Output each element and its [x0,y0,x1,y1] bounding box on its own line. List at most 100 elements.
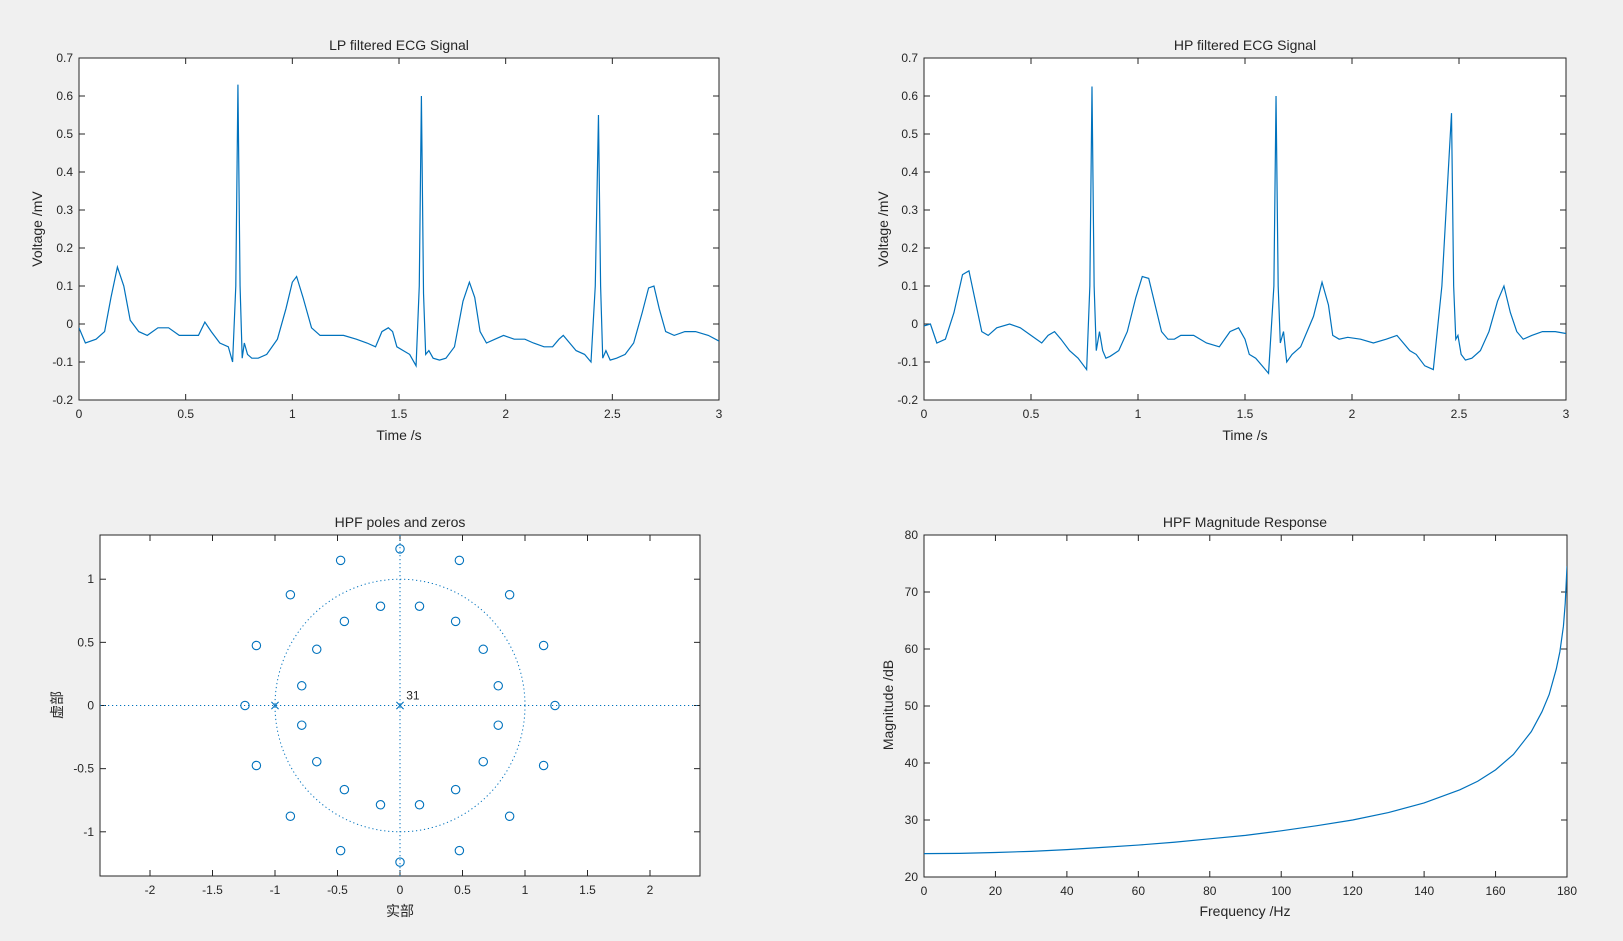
chart-title: HPF Magnitude Response [1163,514,1327,530]
chart-title: LP filtered ECG Signal [329,37,469,53]
y-tick-label: 0.5 [77,635,94,649]
zero-marker [251,760,262,771]
y-axis-label: Magnitude /dB [880,660,896,750]
y-tick-label: 0.5 [901,127,918,141]
zero-marker [538,640,549,651]
unit-circle [274,578,526,833]
x-tick-label: 80 [1203,884,1217,898]
y-tick-label: 80 [905,528,919,542]
y-tick-label: 0 [87,699,94,713]
y-tick-label: 0.4 [56,165,73,179]
y-axis-label: Voltage /mV [29,191,45,267]
plot-area: 31 [100,535,700,876]
x-tick-label: 0.5 [454,883,471,897]
zero-marker [414,800,425,810]
zero-marker [395,544,405,554]
x-tick-label: -1.5 [202,883,223,897]
zero-marker [550,700,560,711]
series-line [79,84,719,368]
axes-magnitude-response: HPF Magnitude Response Frequency /Hz Mag… [880,514,1577,919]
x-tick-label: 1 [289,407,296,421]
x-tick-label: 0.5 [1023,407,1040,421]
pole-stroke [396,701,404,710]
x-tick-label: -2 [145,883,156,897]
x-tick-label: 0 [921,407,928,421]
zero-marker [414,601,425,611]
x-tick-label: 1.5 [579,883,596,897]
axes-box [923,57,1567,401]
zero-marker [450,616,461,627]
x-tick-label: 1 [1135,407,1142,421]
x-tick-label: 0 [397,883,404,897]
y-tick-label: 0.7 [901,51,918,65]
series-line [924,86,1566,375]
y-tick-label: 30 [905,813,919,827]
zero-marker [504,811,515,822]
y-tick-label: 0.2 [56,241,73,255]
chart-title: HP filtered ECG Signal [1174,37,1316,53]
zero-marker [251,640,262,651]
x-tick-label: 2.5 [1451,407,1468,421]
y-tick-label: -0.1 [897,355,918,369]
plot-area [924,86,1566,375]
y-tick-label: 0.3 [901,203,918,217]
x-tick-label: 180 [1557,884,1577,898]
zero-marker [311,644,322,655]
zero-marker [450,784,461,795]
x-tick-label: 0.5 [177,407,194,421]
x-tick-label: 0 [921,884,928,898]
y-tick-label: 0.6 [56,89,73,103]
zero-marker [395,857,405,867]
zero-marker [538,760,549,771]
pole-stroke [271,701,279,710]
zero-marker [454,555,465,566]
plot-area [79,84,719,368]
y-tick-label: 70 [905,585,919,599]
axes-box [78,57,720,401]
zero-marker [478,756,488,767]
zero-marker [504,589,515,600]
zero-marker [240,700,250,711]
zero-marker [493,681,503,691]
x-tick-label: 20 [989,884,1003,898]
series-line [924,566,1567,855]
y-tick-label: 0.5 [56,127,73,141]
y-tick-label: 0.2 [901,241,918,255]
zero-marker [285,811,296,822]
axes-lp-filtered: LP filtered ECG Signal Time /s Voltage /… [29,37,723,443]
y-tick-label: 0.7 [56,51,73,65]
x-tick-label: -0.5 [327,883,348,897]
y-tick-label: 0 [66,317,73,331]
zero-marker [339,616,350,627]
zero-marker [339,784,350,795]
pole-marker [396,701,404,710]
y-axis-label: 虚部 [49,691,65,719]
x-tick-label: -1 [270,883,281,897]
y-tick-label: 0 [911,317,918,331]
zero-marker [493,720,503,730]
y-tick-label: 0.3 [56,203,73,217]
x-tick-label: 160 [1486,884,1506,898]
x-tick-label: 3 [716,407,723,421]
zero-marker [375,601,386,611]
x-tick-label: 3 [1563,407,1570,421]
y-tick-label: -1 [83,825,94,839]
y-tick-label: 1 [87,572,94,586]
y-tick-label: 60 [905,642,919,656]
x-axis-label: Time /s [1222,427,1267,443]
zero-marker [335,845,346,856]
x-tick-label: 2.5 [604,407,621,421]
x-tick-label: 0 [76,407,83,421]
pole-marker [271,701,279,710]
axes-poles-zeros: HPF poles and zeros 实部 虚部 -2 -1.5 -1 -0.5 0 0… [49,514,701,919]
y-tick-label: -0.2 [897,393,918,407]
zero-marker [296,681,307,691]
y-tick-label: 20 [905,870,919,884]
zero-marker [285,589,296,600]
y-tick-label: 40 [905,756,919,770]
x-tick-label: 2 [502,407,509,421]
x-tick-label: 120 [1343,884,1363,898]
y-tick-label: -0.5 [73,762,94,776]
zero-marker [375,800,386,810]
x-axis-label: 实部 [386,903,414,919]
